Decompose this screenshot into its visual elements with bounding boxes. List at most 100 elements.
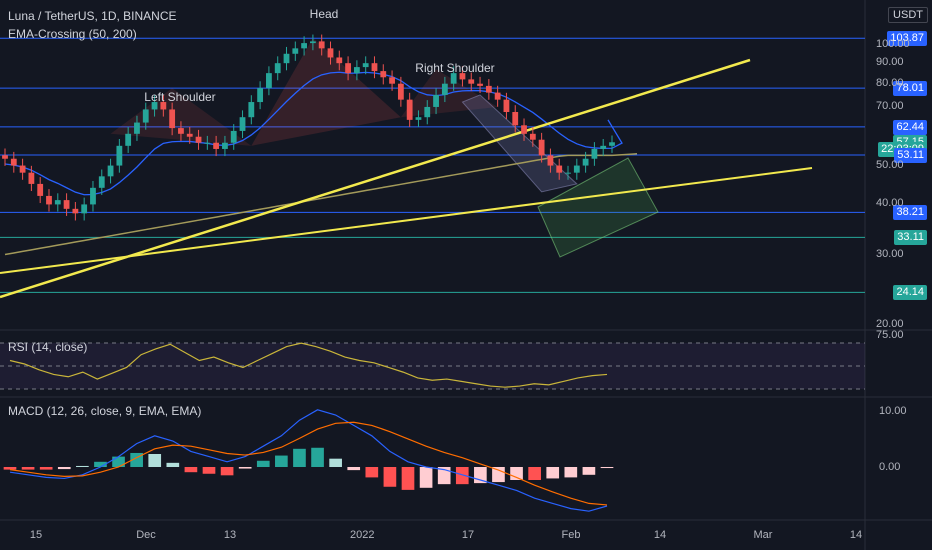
currency-button[interactable]: USDT: [888, 7, 928, 23]
candle-body: [178, 128, 184, 134]
macd-histogram-bar: [311, 447, 324, 467]
macd-line: [9, 409, 608, 512]
candle-body: [54, 200, 61, 205]
candle-body: [116, 145, 123, 166]
macd-label[interactable]: MACD (12, 26, close, 9, EMA, EMA): [8, 404, 202, 418]
candle-body: [600, 145, 607, 149]
candle-body: [142, 109, 149, 123]
candle-body: [222, 142, 228, 149]
candle-body: [494, 92, 501, 100]
candle-body: [362, 63, 369, 68]
candle-body: [397, 83, 404, 100]
macd-histogram-bar: [112, 456, 125, 467]
falling-channel: [461, 94, 578, 193]
macd-histogram-bar: [3, 467, 17, 470]
price-axis-tick: 100.00: [876, 37, 910, 50]
candle-body: [371, 63, 378, 72]
candle-body: [582, 158, 589, 166]
candle-body: [591, 148, 598, 159]
macd-histogram-bar: [437, 467, 451, 485]
candle-body: [609, 142, 615, 146]
candle-body: [37, 183, 44, 196]
macd-histogram-bar: [21, 467, 35, 470]
time-axis-tick: Feb: [561, 529, 581, 541]
candle-body: [424, 106, 431, 118]
macd-histogram-bar: [383, 467, 397, 487]
macd-histogram-bar: [166, 462, 180, 467]
left-shoulder-area: [110, 88, 252, 146]
candle-body: [301, 43, 307, 49]
price-axis-tick: 20.00: [876, 318, 904, 331]
candle-body: [556, 165, 563, 173]
macd-histogram-bar: [275, 455, 288, 467]
macd-histogram-bar: [455, 467, 469, 485]
candle-body: [538, 139, 545, 156]
candle-body: [10, 158, 17, 166]
macd-histogram-bar: [419, 467, 433, 488]
ema-indicator-label[interactable]: EMA-Crossing (50, 200): [8, 27, 137, 41]
candle-body: [283, 53, 290, 64]
macd-histogram-bar: [256, 460, 270, 467]
candle-body: [389, 77, 395, 84]
macd-axis-tick: 10.00: [879, 405, 907, 417]
candle-body: [573, 165, 580, 173]
right-shoulder-label: Right Shoulder: [415, 61, 494, 75]
candle-body: [46, 195, 52, 205]
candle-body: [151, 102, 158, 110]
left-shoulder-label: Left Shoulder: [144, 90, 215, 104]
price-badge: 33.11: [894, 230, 927, 246]
macd-histogram-bar: [220, 467, 234, 476]
candle-body: [230, 130, 237, 143]
candle-body: [28, 172, 35, 184]
candle-body: [529, 133, 536, 140]
macd-histogram-bar: [293, 448, 306, 467]
candle-body: [327, 48, 334, 58]
candle-body: [310, 41, 316, 44]
candle-body: [186, 133, 193, 137]
candle-body: [512, 112, 519, 126]
time-axis-tick: 15: [29, 529, 43, 541]
candle-body: [204, 142, 211, 144]
candle-body: [19, 165, 26, 173]
candle-body: [521, 125, 527, 134]
macd-histogram-bar: [148, 454, 162, 467]
candle-body: [353, 67, 360, 74]
macd-histogram-bar: [347, 467, 361, 471]
head-label: Head: [310, 7, 339, 21]
macd-histogram-bar: [365, 467, 379, 478]
symbol-title: Luna / TetherUS, 1D, BINANCE: [8, 9, 177, 23]
candle-body: [565, 172, 571, 174]
candle-body: [98, 176, 105, 188]
rsi-axis-tick: 75.00: [876, 329, 904, 341]
candle-body: [90, 187, 96, 205]
candle-body: [2, 155, 8, 159]
macd-histogram-bar: [202, 467, 216, 474]
price-axis-tick: 70.00: [876, 99, 904, 112]
ema-200-line: [4, 153, 638, 256]
candle-body: [477, 83, 483, 86]
macd-histogram-bar: [184, 467, 198, 473]
macd-histogram-bar: [492, 467, 505, 483]
candle-body: [169, 109, 176, 129]
candle-body: [336, 57, 343, 64]
time-axis-tick: Mar: [753, 529, 773, 541]
candle-body: [433, 94, 439, 107]
price-axis-tick: 40.00: [876, 197, 904, 210]
candle-body: [266, 73, 272, 89]
consolidation-box: [537, 157, 659, 258]
head-area: [251, 38, 401, 146]
candle-body: [318, 41, 325, 49]
candle-body: [406, 99, 413, 120]
rsi-line: [9, 342, 608, 388]
rsi-label[interactable]: RSI (14, close): [8, 340, 88, 354]
candle-body: [274, 63, 281, 74]
macd-histogram-bar: [401, 467, 415, 490]
time-axis-tick: 14: [653, 529, 667, 541]
macd-histogram-bar: [94, 461, 107, 467]
candle-body: [485, 85, 492, 93]
candle-body: [257, 88, 264, 103]
time-axis-tick: 14: [849, 529, 863, 541]
macd-histogram-bar: [546, 467, 560, 479]
candle-body: [380, 71, 387, 78]
